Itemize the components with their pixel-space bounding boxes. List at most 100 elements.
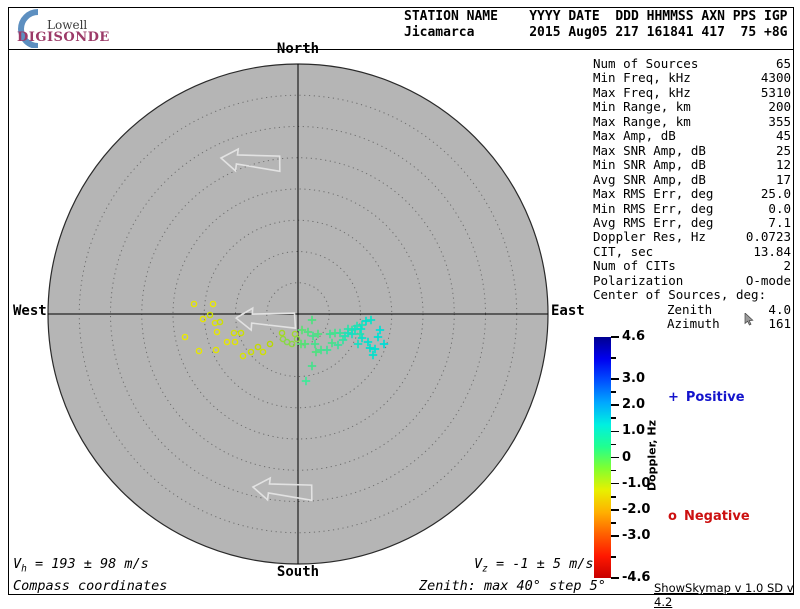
stat-row: CIT, sec 13.84	[593, 243, 791, 259]
circle-marker-icon: o	[668, 509, 677, 524]
stat-value: 0.0	[768, 200, 791, 216]
stats-panel: Num of Sources 65 Min Freq, kHz 4300 Max Fre…	[593, 56, 791, 332]
stat-row: Min SNR Amp, dB 12	[593, 157, 791, 173]
vertical-velocity-readout: Vz = -1 ± 5 m/s	[474, 556, 594, 575]
stat-value: 45	[775, 128, 791, 144]
colorbar-tick	[611, 535, 619, 537]
stat-value: 200	[768, 99, 791, 115]
colorbar-tick-label: 2.0	[622, 397, 646, 413]
stat-row: Min RMS Err, deg 0.0	[593, 200, 791, 216]
colorbar-tick-label: -2.0	[622, 501, 651, 517]
stat-label: Num of CITs	[593, 258, 676, 274]
stat-value: 65	[775, 56, 791, 71]
stat-label: Max RMS Err, deg	[593, 186, 714, 202]
legend-negative-label: Negative	[683, 509, 750, 524]
coordinate-system-label: Compass coordinates	[13, 578, 168, 594]
stat-label: Max Freq, kHz	[593, 84, 691, 100]
stat-row: Min Freq, kHz 4300	[593, 70, 791, 86]
stat-row: Zenith 4.0	[593, 301, 791, 317]
stat-label: CIT, sec	[593, 243, 654, 259]
colorbar-minor-tick	[611, 443, 616, 446]
stat-value: 17	[775, 171, 791, 187]
colorbar-minor-tick	[611, 556, 616, 558]
mouse-cursor	[744, 313, 754, 326]
stat-row: Center of Sources, deg:	[593, 287, 791, 303]
stat-value: 5310	[760, 84, 791, 100]
stat-row: Max Amp, dB 45	[593, 128, 791, 144]
stat-row: Avg RMS Err, deg 7.1	[593, 214, 791, 230]
colorbar-minor-tick	[611, 469, 616, 472]
stat-value: 4300	[760, 70, 791, 86]
zenith-scale-note: Zenith: max 40° step 5°	[419, 578, 606, 594]
stat-label: Min RMS Err, deg	[593, 200, 714, 216]
colorbar-tick	[611, 577, 619, 579]
stat-value: 25.0	[760, 186, 791, 202]
colorbar-tick	[611, 456, 619, 459]
stat-value: O-mode	[745, 272, 791, 288]
colorbar-tick	[611, 482, 619, 485]
stat-label: Min SNR Amp, dB	[593, 157, 706, 173]
stat-label: Max Amp, dB	[593, 128, 676, 144]
colorbar-tick-label: -1.0	[622, 475, 651, 491]
lowell-crescent-icon	[18, 9, 39, 48]
compass-east-label: East	[551, 303, 585, 319]
stat-label: Min Freq, kHz	[593, 70, 691, 86]
stat-label: Avg SNR Amp, dB	[593, 171, 706, 187]
colorbar-minor-tick	[611, 357, 616, 359]
logo-lowell-text: Lowell	[47, 18, 88, 32]
colorbar-tick	[611, 336, 619, 338]
colorbar-axis-title: Doppler, Hz	[645, 419, 659, 492]
compass-west-label: West	[13, 303, 47, 319]
colorbar-tick	[611, 509, 619, 511]
stat-value: 161	[768, 316, 791, 332]
legend-positive: + Positive	[668, 390, 745, 405]
doppler-colorbar	[594, 337, 611, 578]
stat-label: Min Range, km	[593, 99, 691, 115]
stat-value: 2	[783, 258, 791, 274]
stat-row: Avg SNR Amp, dB 17	[593, 171, 791, 187]
header-separator	[8, 49, 793, 50]
header-block: STATION NAME YYYY DATE DDD HHMMSS AXN PP…	[404, 9, 788, 41]
stat-value: 13.84	[753, 243, 791, 259]
colorbar-tick-label: -4.6	[622, 570, 651, 585]
stat-value: 4.0	[768, 301, 791, 317]
stat-label: Azimuth	[667, 316, 720, 332]
stat-value: 355	[768, 113, 791, 129]
colorbar-minor-tick	[611, 496, 616, 498]
stat-row: Max Range, km 355	[593, 113, 791, 129]
colorbar-tick	[611, 404, 619, 406]
colorbar-tick-label: -3.0	[622, 528, 651, 544]
stat-row: Polarization O-mode	[593, 272, 791, 288]
doppler-colorbar-ticks: 4.6 3.0 2.0 1.0 0 -1.0 -2.0 -3.0 -4.6	[611, 329, 671, 585]
stat-label: Zenith	[667, 301, 713, 317]
stat-row: Doppler Res, Hz 0.0723	[593, 229, 791, 245]
stat-value: 0.0723	[745, 229, 791, 245]
colorbar-tick	[611, 430, 619, 433]
stat-label: Polarization	[593, 272, 684, 288]
legend-negative: o Negative	[668, 509, 750, 524]
colorbar-tick-label: 4.6	[622, 329, 646, 344]
compass-south-label: South	[276, 564, 320, 580]
stat-row: Max RMS Err, deg 25.0	[593, 186, 791, 202]
colorbar-tick-label: 3.0	[622, 370, 646, 386]
stat-label: Doppler Res, Hz	[593, 229, 706, 245]
plus-marker-icon: +	[668, 390, 679, 405]
colorbar-tick-label: 0	[622, 449, 632, 465]
stat-value: 12	[775, 157, 791, 173]
stat-row: Azimuth 161	[593, 316, 791, 332]
legend-positive-label: Positive	[685, 390, 745, 405]
header-columns-row: STATION NAME YYYY DATE DDD HHMMSS AXN PP…	[404, 9, 788, 24]
colorbar-minor-tick	[611, 522, 616, 524]
header-values-row: Jicamarca 2015 Aug05 217 161841 417 75 +…	[404, 25, 788, 40]
logo-digisonde-text: DIGISONDE	[17, 30, 110, 45]
stat-row: Max Freq, kHz 5310	[593, 84, 791, 100]
colorbar-minor-tick	[611, 417, 616, 419]
stat-value: 7.1	[768, 214, 791, 230]
stat-label: Max Range, km	[593, 113, 691, 129]
stat-label: Center of Sources, deg:	[593, 287, 767, 303]
stat-row: Num of Sources 65	[593, 56, 791, 71]
stat-label: Avg RMS Err, deg	[593, 214, 714, 230]
colorbar-minor-tick	[611, 391, 616, 393]
stat-row: Num of CITs 2	[593, 258, 791, 274]
